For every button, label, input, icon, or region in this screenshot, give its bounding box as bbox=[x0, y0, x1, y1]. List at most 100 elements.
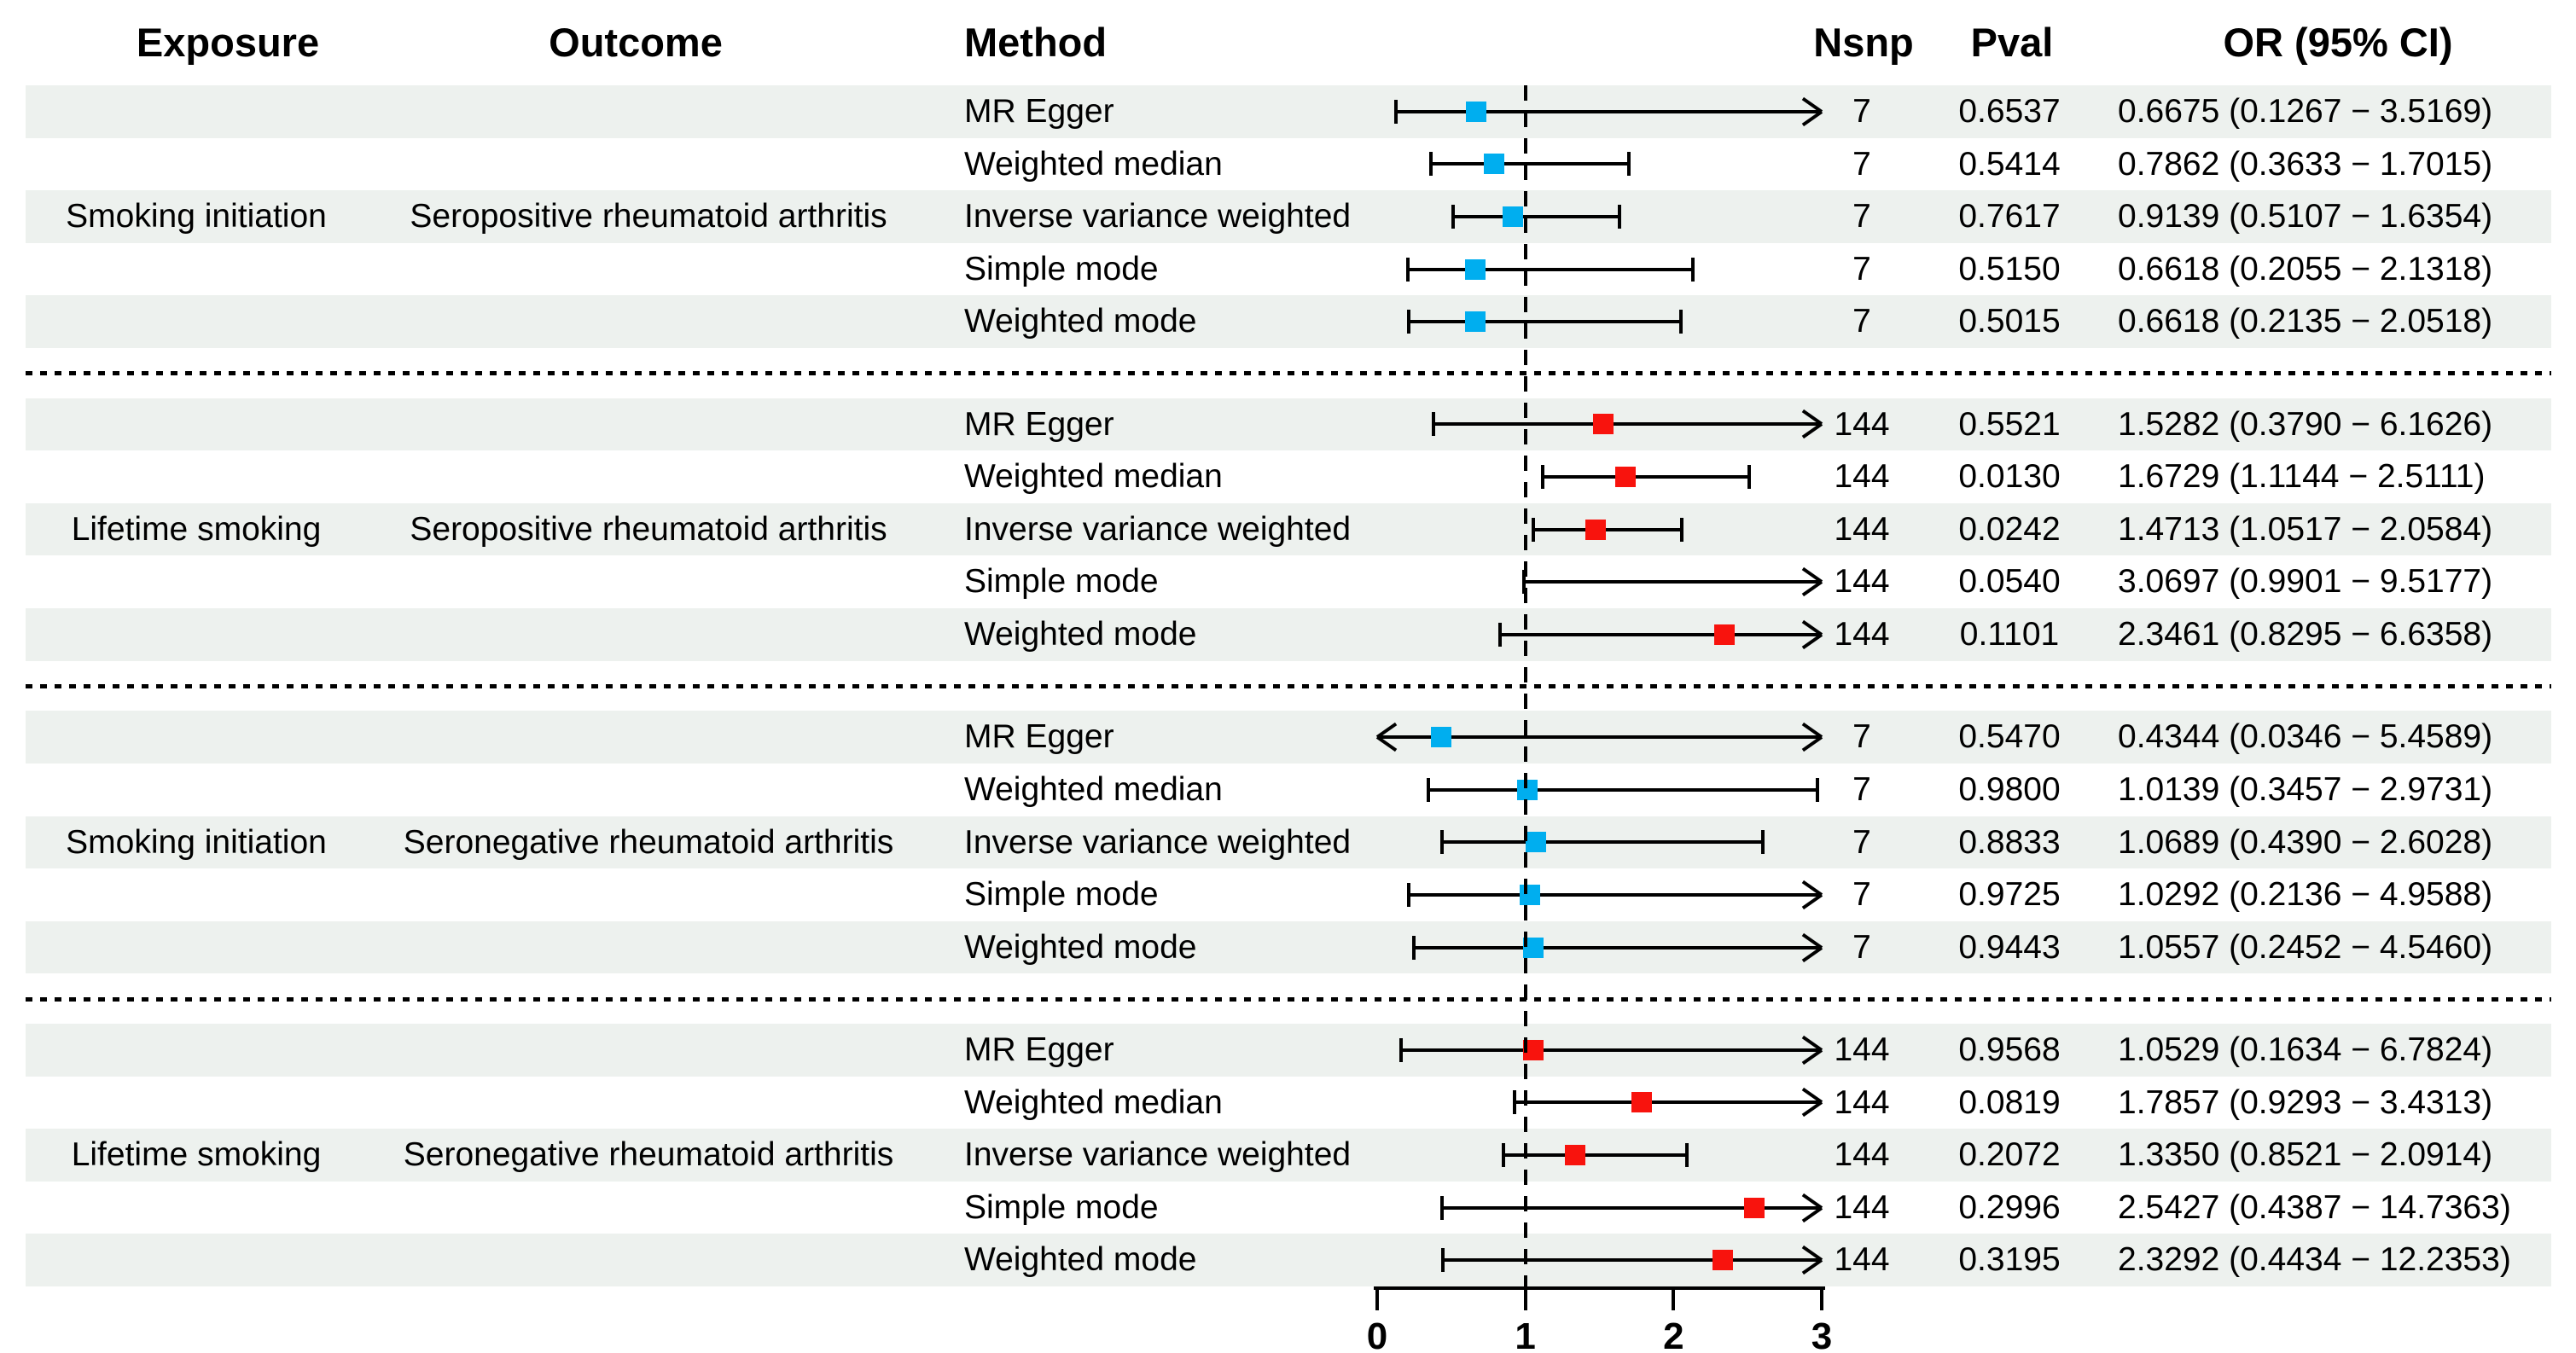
ci-line bbox=[1523, 580, 1822, 584]
ci-cap-high bbox=[1816, 777, 1820, 802]
or-ci-value: 1.7857 (0.9293 − 3.4313) bbox=[2118, 1083, 2493, 1121]
x-axis-line bbox=[1374, 1286, 1825, 1290]
group-separator-dashed-line bbox=[26, 371, 2551, 376]
or-point-marker bbox=[1631, 1092, 1653, 1113]
pval-value: 0.0130 bbox=[1958, 458, 2061, 496]
ci-cap-high bbox=[1761, 830, 1765, 855]
ci-cap-low bbox=[1440, 830, 1445, 855]
exposure-label: Lifetime smoking bbox=[71, 510, 322, 548]
row-stripe bbox=[26, 920, 2551, 974]
nsnp-value: 144 bbox=[1834, 1188, 1890, 1226]
x-axis-tick bbox=[1375, 1286, 1379, 1310]
ci-cap-high bbox=[1679, 310, 1683, 334]
or-ci-value: 1.0557 (0.2452 − 4.5460) bbox=[2118, 928, 2493, 966]
pval-value: 0.9725 bbox=[1958, 876, 2061, 914]
nsnp-value: 144 bbox=[1834, 458, 1890, 496]
row-stripe bbox=[26, 502, 2551, 556]
nsnp-value: 7 bbox=[1852, 770, 1871, 808]
method-label: MR Egger bbox=[964, 405, 1114, 443]
ci-cap-high bbox=[1747, 465, 1752, 490]
ci-line bbox=[1442, 840, 1764, 845]
outcome-label: Seropositive rheumatoid arthritis bbox=[410, 198, 887, 235]
nsnp-value: 144 bbox=[1834, 510, 1890, 548]
pval-value: 0.2072 bbox=[1958, 1136, 2061, 1174]
exposure-label: Smoking initiation bbox=[66, 198, 327, 235]
pval-value: 0.0242 bbox=[1958, 510, 2061, 548]
method-label: MR Egger bbox=[964, 1031, 1114, 1068]
nsnp-value: 144 bbox=[1834, 1083, 1890, 1121]
nsnp-value: 7 bbox=[1852, 823, 1871, 861]
or-point-marker bbox=[1464, 311, 1486, 333]
method-label: Weighted median bbox=[964, 770, 1223, 808]
ci-line bbox=[1413, 945, 1822, 949]
ci-line bbox=[1409, 320, 1682, 324]
pval-value: 0.0819 bbox=[1958, 1083, 2061, 1121]
or-ci-value: 0.4344 (0.0346 − 5.4589) bbox=[2118, 718, 2493, 756]
ci-cap-low bbox=[1411, 935, 1416, 960]
method-label: MR Egger bbox=[964, 93, 1114, 130]
or-point-marker bbox=[1431, 727, 1452, 748]
or-ci-value: 1.0689 (0.4390 − 2.6028) bbox=[2118, 823, 2493, 861]
ci-line bbox=[1443, 1258, 1822, 1263]
ci-line bbox=[1442, 1205, 1822, 1210]
ci-cap-low bbox=[1498, 622, 1503, 647]
column-header-or-ci: OR (95% CI) bbox=[2223, 20, 2453, 65]
row-stripe bbox=[26, 190, 2551, 243]
nsnp-value: 144 bbox=[1834, 616, 1890, 653]
or-point-marker bbox=[1564, 1145, 1585, 1165]
or-point-marker bbox=[1465, 101, 1486, 122]
pval-value: 0.9443 bbox=[1958, 928, 2061, 966]
or-point-marker bbox=[1464, 258, 1486, 280]
or-ci-value: 0.7862 (0.3633 − 1.7015) bbox=[2118, 145, 2493, 183]
group-separator-dashed-line bbox=[26, 684, 2551, 688]
pval-value: 0.0540 bbox=[1958, 563, 2061, 601]
row-stripe bbox=[26, 608, 2551, 661]
pval-value: 0.5150 bbox=[1958, 250, 2061, 287]
outcome-label: Seronegative rheumatoid arthritis bbox=[403, 1136, 894, 1174]
method-label: Simple mode bbox=[964, 250, 1159, 287]
method-label: Weighted mode bbox=[964, 1241, 1197, 1279]
pval-value: 0.1101 bbox=[1959, 616, 2060, 653]
row-stripe bbox=[26, 1129, 2551, 1182]
pval-value: 0.9800 bbox=[1958, 770, 2061, 808]
pval-value: 0.8833 bbox=[1958, 823, 2061, 861]
or-ci-value: 1.3350 (0.8521 − 2.0914) bbox=[2118, 1136, 2493, 1174]
ci-line bbox=[1515, 1100, 1822, 1105]
ci-cap-low bbox=[1540, 465, 1544, 490]
ci-line bbox=[1542, 475, 1750, 479]
reference-line-or-1 bbox=[1523, 85, 1527, 1286]
or-point-marker bbox=[1525, 832, 1546, 853]
row-stripe bbox=[26, 1024, 2551, 1077]
outcome-label: Seronegative rheumatoid arthritis bbox=[403, 823, 894, 861]
row-stripe bbox=[26, 398, 2551, 451]
ci-line bbox=[1500, 632, 1822, 636]
ci-cap-low bbox=[1531, 517, 1535, 542]
nsnp-value: 7 bbox=[1852, 718, 1871, 756]
column-header-pval: Pval bbox=[1970, 20, 2054, 65]
or-ci-value: 1.0139 (0.3457 − 2.9731) bbox=[2118, 770, 2493, 808]
method-label: Weighted mode bbox=[964, 303, 1197, 340]
row-stripe bbox=[26, 816, 2551, 869]
method-label: MR Egger bbox=[964, 718, 1114, 756]
ci-cap-low bbox=[1394, 99, 1398, 124]
ci-line bbox=[1396, 109, 1822, 113]
x-axis-tick-label: 0 bbox=[1366, 1315, 1388, 1353]
ci-cap-low bbox=[1405, 257, 1410, 282]
ci-line bbox=[1407, 267, 1694, 271]
or-ci-value: 2.5427 (0.4387 − 14.7363) bbox=[2118, 1188, 2511, 1226]
column-header-exposure: Exposure bbox=[136, 20, 320, 65]
ci-cap-low bbox=[1441, 1248, 1445, 1273]
row-stripe bbox=[26, 295, 2551, 348]
ci-cap-low bbox=[1513, 1090, 1517, 1115]
pval-value: 0.5521 bbox=[1958, 405, 2061, 443]
ci-cap-high bbox=[1618, 205, 1622, 229]
or-ci-value: 0.9139 (0.5107 − 1.6354) bbox=[2118, 198, 2493, 235]
ci-cap-low bbox=[1431, 412, 1435, 437]
ci-cap-low bbox=[1451, 205, 1455, 229]
column-header-nsnp: Nsnp bbox=[1813, 20, 1914, 65]
method-label: Simple mode bbox=[964, 563, 1159, 601]
or-ci-value: 2.3292 (0.4434 − 12.2353) bbox=[2118, 1241, 2511, 1279]
nsnp-value: 7 bbox=[1852, 93, 1871, 130]
ci-line bbox=[1409, 892, 1822, 897]
ci-cap-high bbox=[1627, 152, 1631, 177]
